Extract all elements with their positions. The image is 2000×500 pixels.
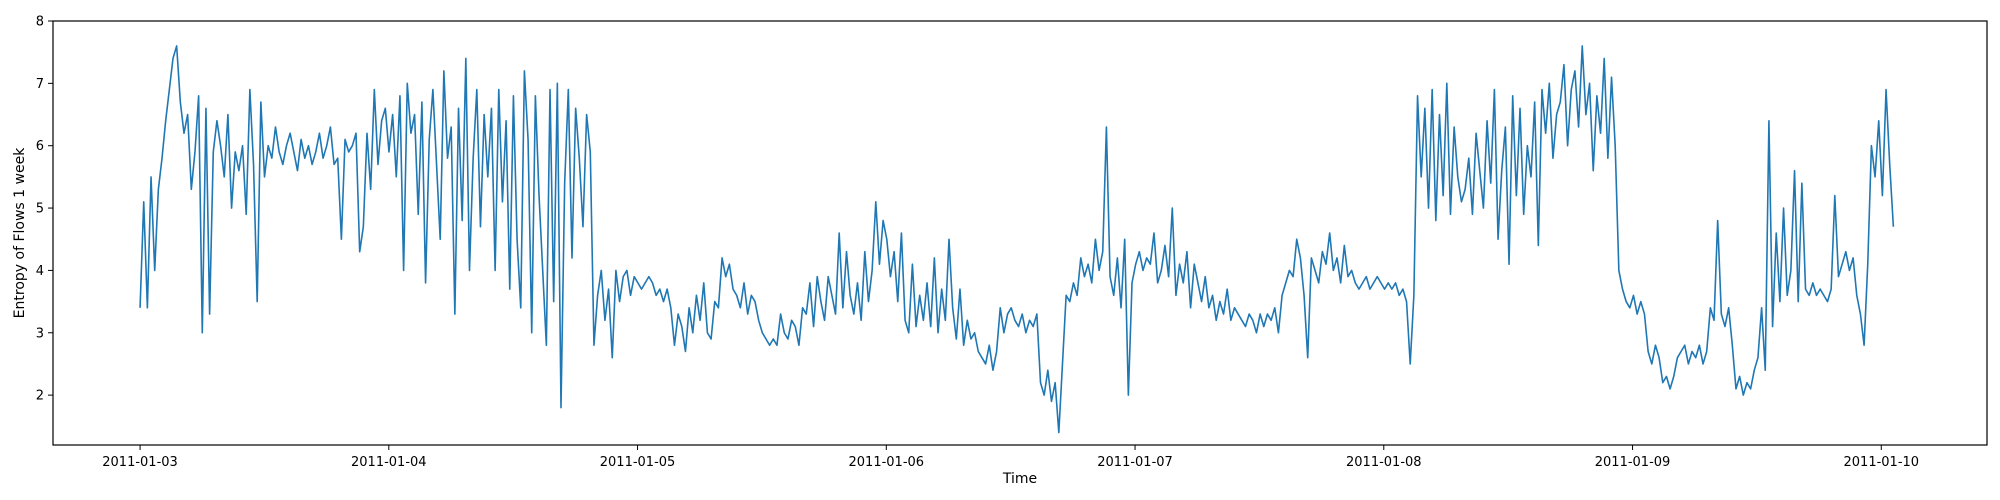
x-tick-label: 2011-01-03 [102, 455, 178, 470]
x-axis-label: Time [1002, 471, 1037, 487]
series-line-0 [139, 45, 1895, 434]
y-tick-label: 4 [36, 264, 44, 279]
x-tick-label: 2011-01-09 [1595, 455, 1671, 470]
series-layer [139, 45, 1895, 434]
x-tick-label: 2011-01-08 [1346, 455, 1422, 470]
x-axis-ticks: 2011-01-03 2011-01-04 2011-01-05 2011-01-06… [102, 445, 1919, 470]
x-tick-label: 2011-01-10 [1844, 455, 1920, 470]
x-tick-label: 2011-01-05 [600, 455, 676, 470]
y-tick-label: 2 [36, 389, 44, 404]
x-tick-label: 2011-01-06 [849, 455, 925, 470]
x-tick-label: 2011-01-07 [1097, 455, 1173, 470]
y-tick-label: 5 [36, 202, 44, 217]
y-tick-label: 7 [36, 77, 44, 92]
y-tick-label: 3 [36, 326, 44, 341]
y-axis-ticks: 2 3 4 5 6 7 8 [36, 15, 53, 404]
y-axis-label: Entropy of Flows 1 week [12, 147, 28, 319]
plot-area-frame [52, 20, 1988, 446]
y-tick-label: 6 [36, 139, 44, 154]
x-tick-label: 2011-01-04 [351, 455, 427, 470]
y-tick-label: 8 [36, 15, 44, 30]
